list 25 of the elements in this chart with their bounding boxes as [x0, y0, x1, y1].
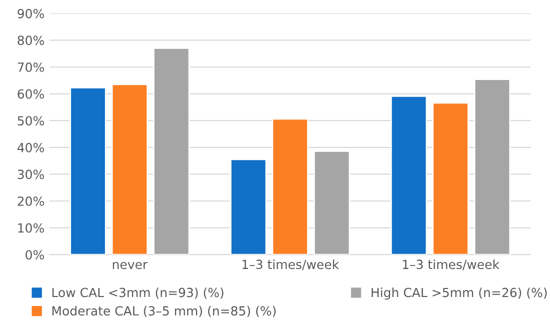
y-tick-label: 80% — [18, 36, 44, 46]
x-tick-label: never — [112, 262, 148, 270]
bar — [70, 86, 106, 255]
y-tick-label: 40% — [17, 142, 44, 152]
y-tick-label: 30% — [18, 170, 44, 180]
legend-label: Low CAL <3mm (n=93) (%) — [52, 288, 224, 299]
bar — [313, 150, 350, 255]
y-tick-label: 20% — [18, 196, 44, 206]
bar — [111, 84, 148, 255]
legend-label: High CAL >5mm (n=26) (%) — [372, 288, 547, 300]
bar — [390, 96, 428, 255]
legend-label: Moderate CAL (3–5 mm) (n=85) (%) — [52, 306, 276, 318]
y-tick-label: 70% — [18, 62, 44, 72]
bar — [432, 102, 469, 255]
bar — [272, 118, 308, 255]
y-tick-label: 10% — [18, 223, 44, 233]
y-tick-label: 60% — [18, 89, 44, 99]
bar — [153, 48, 190, 255]
bar — [230, 158, 267, 255]
y-tick-label: 0% — [26, 250, 44, 260]
x-tick-label: 1–3 times/week — [242, 259, 340, 270]
y-tick-label: 90% — [18, 8, 44, 18]
bar — [474, 78, 511, 255]
x-tick-label: 1–3 times/week — [402, 259, 500, 270]
y-tick-label: 50% — [18, 116, 44, 126]
